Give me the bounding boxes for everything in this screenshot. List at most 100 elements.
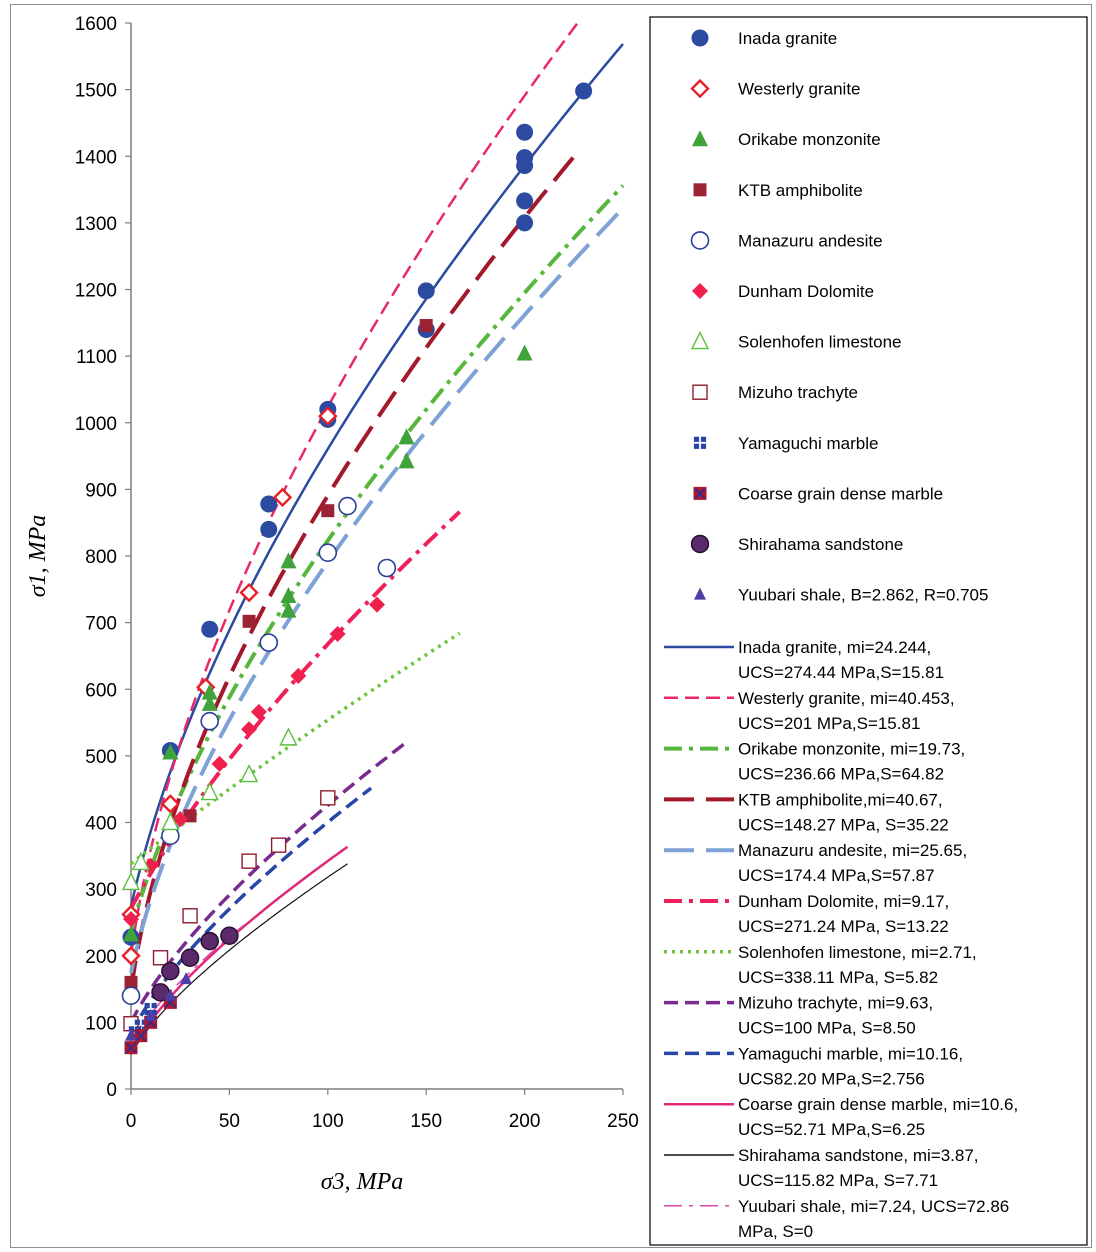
legend-label: Dunham Dolomite, mi=9.17, bbox=[738, 892, 949, 911]
data-point bbox=[272, 487, 293, 508]
y-axis-title: σ1, MPa bbox=[25, 515, 51, 598]
legend-label: Shirahama sandstone bbox=[738, 535, 903, 554]
data-point bbox=[200, 781, 219, 801]
y-tick-label: 1300 bbox=[75, 214, 117, 235]
y-tick-label: 900 bbox=[85, 480, 117, 501]
legend-marker bbox=[690, 78, 710, 99]
y-tick-label: 100 bbox=[85, 1013, 117, 1034]
legend: Inada granite Westerly granite Orikabe mon… bbox=[649, 16, 1088, 1246]
y-tick-label: 1500 bbox=[75, 81, 117, 102]
legend-label: UCS=174.4 MPa,S=57.87 bbox=[738, 866, 935, 885]
legend-label: Solenhofen limestone, mi=2.71, bbox=[738, 943, 977, 962]
y-tick-label: 1200 bbox=[75, 281, 117, 302]
legend-marker bbox=[692, 130, 708, 147]
fit-curve bbox=[129, 740, 408, 1024]
data-point bbox=[270, 837, 287, 853]
legend-label: UCS82.20 MPa,S=2.756 bbox=[738, 1069, 925, 1088]
legend-label: Inada granite, mi=24.244, bbox=[738, 638, 931, 657]
legend-label: KTB amphibolite bbox=[738, 181, 863, 200]
fit-curve bbox=[129, 184, 625, 932]
data-point bbox=[121, 871, 141, 891]
data-point bbox=[172, 811, 189, 828]
data-point bbox=[121, 986, 141, 1006]
legend-label: Manazuru andesite bbox=[738, 231, 883, 250]
legend-marker bbox=[693, 436, 707, 449]
data-point bbox=[377, 558, 397, 578]
legend-label: UCS=274.44 MPa,S=15.81 bbox=[738, 663, 944, 682]
legend-label: Manazuru andesite, mi=25.65, bbox=[738, 841, 967, 860]
legend-marker bbox=[692, 283, 708, 299]
data-point bbox=[201, 694, 218, 711]
legend-label: UCS=201 MPa,S=15.81 bbox=[738, 714, 920, 733]
legend-label: KTB amphibolite,mi=40.67, bbox=[738, 790, 943, 809]
data-point bbox=[290, 667, 307, 684]
legend-marker bbox=[692, 384, 708, 400]
data-point bbox=[161, 811, 180, 831]
legend-label: Solenhofen limestone bbox=[738, 333, 902, 352]
y-tick-label: 1600 bbox=[75, 14, 117, 35]
legend-label: Inada granite bbox=[738, 29, 837, 48]
plot-area: 0100200300400500600700800900100011001200… bbox=[75, 14, 639, 1132]
data-point bbox=[241, 721, 258, 738]
legend-label: UCS=148.27 MPa, S=35.22 bbox=[738, 815, 949, 834]
legend-label: UCS=52.71 MPa,S=6.25 bbox=[738, 1120, 925, 1139]
legend-label: Orikabe monzonite bbox=[738, 130, 881, 149]
fit-curve bbox=[129, 510, 462, 910]
data-point bbox=[131, 851, 150, 871]
x-tick-label: 200 bbox=[509, 1111, 541, 1132]
data-point bbox=[144, 1002, 157, 1016]
legend-marker bbox=[693, 183, 707, 197]
data-point bbox=[280, 586, 297, 603]
legend-marker bbox=[691, 29, 709, 47]
legend-label: Orikabe monzonite, mi=19.73, bbox=[738, 740, 965, 759]
y-tick-label: 200 bbox=[85, 947, 117, 968]
data-point bbox=[124, 975, 138, 989]
fit-curve bbox=[129, 23, 580, 956]
data-point bbox=[516, 344, 533, 361]
data-point bbox=[417, 282, 435, 300]
x-tick-label: 250 bbox=[607, 1111, 639, 1132]
fit-curve bbox=[129, 631, 461, 866]
fit-curve bbox=[129, 43, 624, 907]
data-point bbox=[161, 961, 180, 981]
data-point bbox=[180, 948, 200, 967]
data-point bbox=[239, 582, 259, 603]
data-point bbox=[152, 950, 169, 966]
y-tick-label: 600 bbox=[85, 680, 117, 701]
data-point bbox=[398, 428, 415, 445]
y-tick-label: 500 bbox=[85, 747, 117, 768]
y-tick-label: 1400 bbox=[75, 147, 117, 168]
data-point bbox=[144, 1008, 157, 1021]
x-tick-label: 150 bbox=[410, 1111, 442, 1132]
data-point bbox=[516, 214, 534, 232]
y-tick-label: 1000 bbox=[75, 414, 117, 435]
legend-label: Westerly granite, mi=40.453, bbox=[738, 689, 955, 708]
legend-marker bbox=[690, 231, 710, 250]
legend-marker bbox=[690, 534, 710, 554]
legend-label: Yamaguchi marble bbox=[738, 434, 878, 453]
data-point bbox=[162, 743, 179, 760]
data-point bbox=[419, 318, 433, 332]
data-point bbox=[125, 1028, 137, 1041]
data-point bbox=[250, 703, 267, 720]
legend-label: MPa, S=0 bbox=[738, 1222, 813, 1241]
y-tick-label: 1100 bbox=[76, 347, 117, 368]
data-point bbox=[398, 452, 415, 469]
chart-frame bbox=[10, 4, 1092, 1248]
legend-label: Dunham Dolomite bbox=[738, 282, 874, 301]
legend-label: Mizuho trachyte, mi=9.63, bbox=[738, 994, 933, 1013]
legend-marker bbox=[690, 331, 710, 350]
data-point bbox=[180, 972, 193, 985]
data-point bbox=[242, 614, 256, 628]
data-point bbox=[338, 496, 357, 516]
data-point bbox=[318, 543, 338, 562]
data-point bbox=[211, 755, 228, 772]
legend-marker bbox=[694, 587, 706, 600]
data-point bbox=[200, 711, 220, 731]
y-tick-label: 300 bbox=[85, 880, 117, 901]
data-point bbox=[164, 988, 177, 1001]
data-point bbox=[123, 925, 139, 942]
y-tick-label: 700 bbox=[85, 614, 117, 635]
data-point bbox=[516, 192, 534, 210]
